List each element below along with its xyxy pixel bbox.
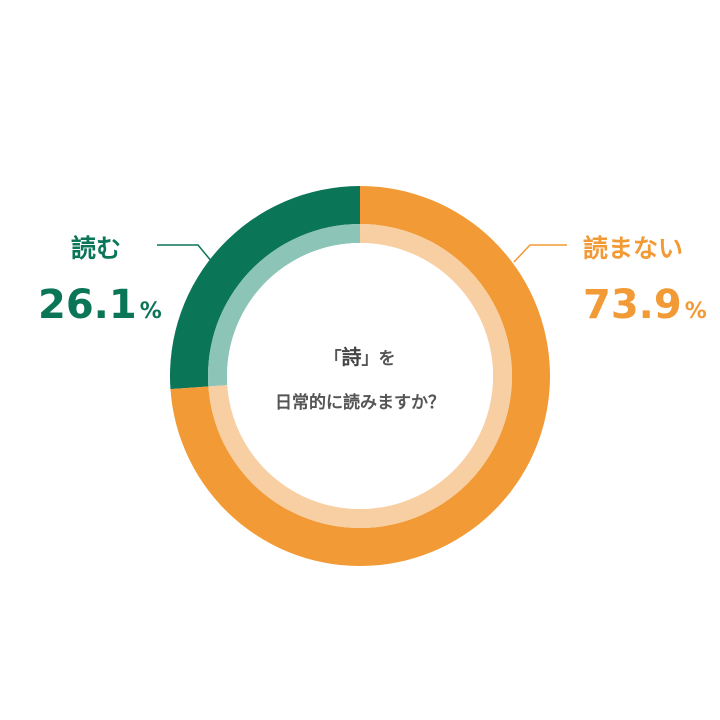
center-title-bracket-close: 」を [362, 349, 396, 369]
center-title-line-1: 「詩」を [325, 345, 396, 369]
leader-line-read [157, 244, 213, 263]
center-title-line-2: 日常的に読みますか？ [275, 392, 445, 413]
slice-value-read-unit: % [140, 299, 162, 324]
slice-read [170, 186, 360, 390]
outer-ring [170, 186, 551, 566]
leader-line-not-read [513, 244, 567, 263]
slice-read-inner [207, 224, 360, 387]
inner-ring [207, 224, 512, 528]
slice-label-not-read: 読まない [583, 234, 683, 263]
center-title-emphasis: 詩 [342, 345, 362, 369]
slice-value-not-read-unit: % [685, 299, 707, 324]
slice-value-not-read-number: 73.9 [583, 282, 682, 328]
slice-value-not-read: 73.9% [583, 282, 707, 328]
donut-hole [227, 243, 493, 509]
slice-value-read-number: 26.1 [38, 282, 137, 328]
slice-value-read: 26.1% [38, 282, 162, 328]
slice-label-read: 読む [71, 234, 121, 263]
center-title-bracket-open: 「 [325, 348, 342, 369]
